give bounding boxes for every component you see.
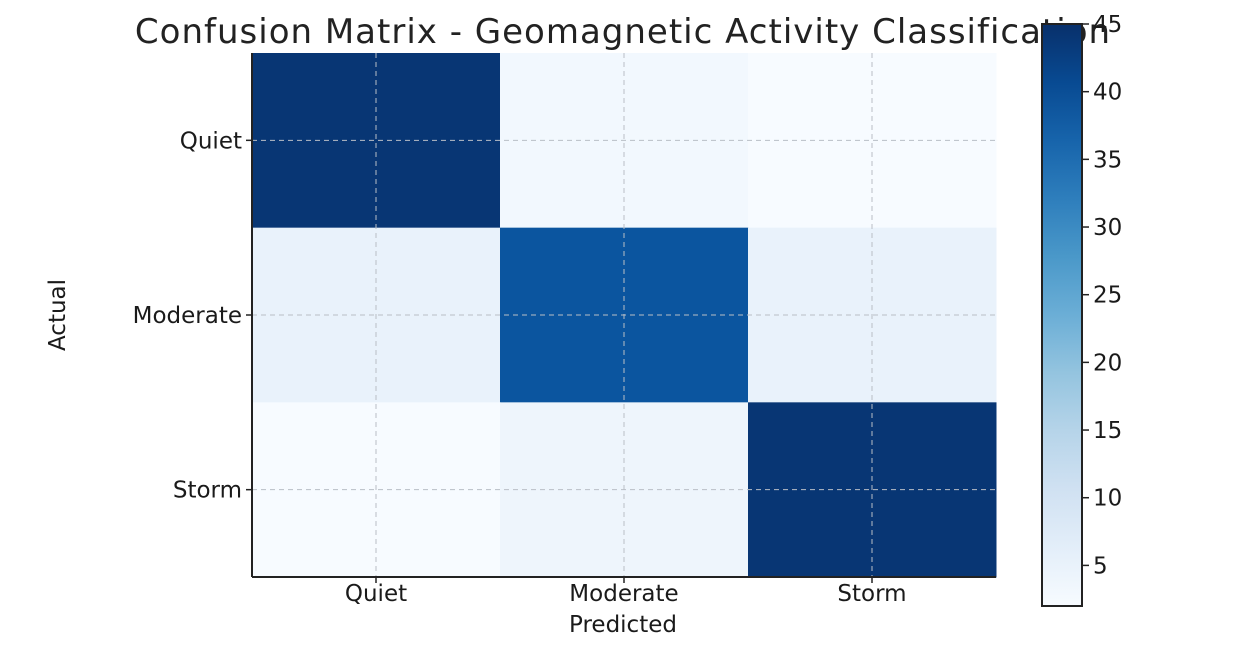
colorbar-tick-label: 45 [1093,12,1122,38]
colorbar-tick-label: 40 [1093,80,1122,106]
colorbar-tick-label: 15 [1093,418,1122,444]
y-tick-label: Quiet [180,128,242,154]
y-tick-labels: Quiet Moderate Storm [133,128,252,504]
y-tick-label: Storm [173,478,242,504]
x-tick-label: Quiet [345,581,407,607]
colorbar-gradient [1041,23,1083,607]
chart-title: Confusion Matrix - Geomagnetic Activity … [135,12,1111,52]
y-axis-label: Actual [45,279,71,351]
colorbar-tick-label: 25 [1093,283,1122,309]
grid-lines [252,53,996,577]
colorbar: 5 10 15 20 25 30 35 40 45 [1041,12,1122,607]
colorbar-tick-label: 10 [1093,486,1122,512]
y-tick-label: Moderate [133,303,242,329]
x-tick-label: Moderate [569,581,678,607]
x-axis-label: Predicted [569,612,677,638]
colorbar-tick-label: 20 [1093,350,1122,376]
colorbar-tick-label: 35 [1093,147,1122,173]
colorbar-tick-label: 30 [1093,215,1122,241]
x-tick-label: Storm [837,581,906,607]
colorbar-tick-label: 5 [1093,553,1108,579]
x-tick-labels: Quiet Moderate Storm [345,577,907,607]
